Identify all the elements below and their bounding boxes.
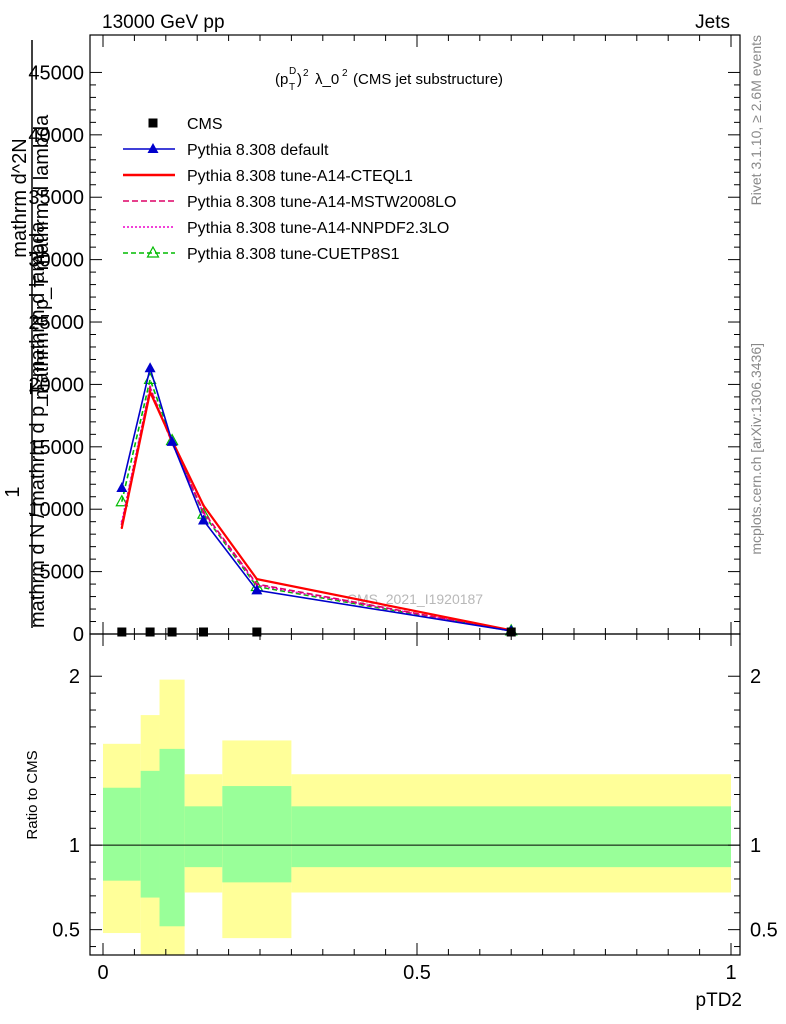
- series-point: [166, 435, 178, 446]
- legend-label: Pythia 8.308 tune-CUETP8S1: [187, 246, 400, 263]
- ratio-ytick-label-right-1: 1: [750, 835, 761, 857]
- title-text-b: ): [297, 71, 302, 88]
- title-text-c: λ_0: [315, 71, 339, 88]
- ratio-bands: [90, 679, 740, 955]
- series-point: [115, 494, 129, 507]
- ratio-ytick-label-0: 0.5: [52, 920, 80, 942]
- main-ytick-label-9: 45000: [28, 62, 84, 84]
- ylabel-line-4: mathrm d p_T mathrm d lambda: [31, 114, 53, 400]
- main-ytick-label-5: 25000: [28, 312, 84, 334]
- legend-marker: [148, 118, 158, 128]
- main-plot-title: (p D T ) 2 λ_0 2 (CMS jet substructure): [275, 66, 503, 93]
- title-text-sub-t: T: [289, 82, 295, 93]
- legend-item-1: Pythia 8.308 default: [123, 142, 329, 159]
- mcplots-label: mcplots.cern.ch [arXiv:1306.3436]: [748, 343, 764, 555]
- main-series: [115, 362, 518, 637]
- header-left: 13000 GeV pp: [102, 12, 225, 33]
- main-ylabel: 1 mathrm d N / mathrm d p_T mathrm d lam…: [2, 40, 53, 628]
- ylabel-line-3: mathrm d^2N: [9, 138, 31, 257]
- green-band-4: [222, 786, 292, 883]
- ylabel-line-1: 1: [2, 486, 24, 497]
- main-ytick-label-4: 20000: [28, 374, 84, 396]
- main-ytick-label-8: 40000: [28, 125, 84, 147]
- cms-data-point: [145, 627, 155, 637]
- cms-data-point: [167, 627, 177, 637]
- ratio-ylabel: Ratio to CMS: [24, 750, 41, 839]
- x-tick-label-2: 1: [725, 962, 736, 984]
- ratio-ytick-label-2: 2: [69, 666, 80, 688]
- green-band-2: [159, 748, 185, 927]
- legend-label: Pythia 8.308 default: [187, 142, 329, 159]
- green-band-5: [291, 806, 731, 868]
- cms-data-point: [252, 627, 262, 637]
- series-point: [255, 582, 259, 586]
- title-text-sup-d: D: [289, 66, 296, 77]
- legend: CMS Pythia 8.308 default Pythia 8.308 tune…: [123, 116, 456, 263]
- series-line: [121, 376, 512, 632]
- x-axis-label: pTD2: [696, 990, 742, 1011]
- title-text-sup-2: 2: [303, 68, 309, 79]
- ratio-ytick-label-right-0: 0.5: [750, 920, 778, 942]
- legend-item-4: Pythia 8.308 tune-A14-NNPDF2.3LO: [123, 220, 449, 237]
- ratio-ytick-label-1: 1: [69, 835, 80, 857]
- series-point: [197, 514, 209, 525]
- legend-label: Pythia 8.308 tune-A14-NNPDF2.3LO: [187, 220, 449, 237]
- green-band-0: [103, 787, 141, 881]
- main-ytick-label-6: 30000: [28, 250, 84, 272]
- x-tick-label-0: 0: [97, 962, 108, 984]
- main-ytick-label-3: 15000: [28, 437, 84, 459]
- series-line: [121, 365, 512, 632]
- legend-label: Pythia 8.308 tune-A14-CTEQL1: [187, 168, 413, 185]
- green-band-1: [140, 770, 160, 898]
- cms-data-point: [198, 627, 208, 637]
- series-line: [120, 388, 512, 632]
- main-ytick-label-1: 5000: [40, 562, 85, 584]
- legend-item-2: Pythia 8.308 tune-A14-CTEQL1: [123, 168, 413, 185]
- x-tick-label-1: 0.5: [403, 962, 431, 984]
- series-point: [120, 526, 124, 530]
- legend-marker: [147, 143, 159, 153]
- green-band-3: [184, 806, 223, 868]
- series-point: [255, 577, 259, 581]
- series-point: [148, 386, 152, 390]
- title-text-d: (CMS jet substructure): [353, 71, 503, 88]
- series-point: [202, 510, 205, 513]
- legend-label: Pythia 8.308 tune-A14-MSTW2008LO: [187, 194, 456, 211]
- header-right: Jets: [695, 12, 730, 33]
- legend-label: CMS: [187, 116, 223, 133]
- series-point: [116, 481, 128, 492]
- main-ytick-label-7: 35000: [28, 187, 84, 209]
- title-text-sup-2b: 2: [342, 68, 348, 79]
- cms-data-point: [117, 627, 127, 637]
- main-ytick-label-2: 10000: [28, 499, 84, 521]
- ratio-ytick-label-right-2: 2: [750, 666, 761, 688]
- legend-item-3: Pythia 8.308 tune-A14-MSTW2008LO: [123, 194, 456, 211]
- title-text-a: (p: [275, 71, 288, 88]
- legend-marker: [146, 245, 160, 258]
- series-point: [202, 504, 205, 507]
- legend-item-5: Pythia 8.308 tune-CUETP8S1: [123, 245, 400, 263]
- series-point: [148, 390, 152, 394]
- series-cms: [117, 627, 516, 637]
- series-line: [121, 385, 512, 632]
- rivet-label: Rivet 3.1.10, ≥ 2.6M events: [748, 35, 764, 205]
- legend-item-0: CMS: [148, 116, 223, 133]
- series-point: [144, 362, 156, 373]
- axes: 0 5000 10000 15000 20000 25000 30000 35000 40000…: [28, 34, 778, 984]
- main-ytick-label-0: 0: [73, 624, 84, 646]
- series-point: [251, 584, 263, 595]
